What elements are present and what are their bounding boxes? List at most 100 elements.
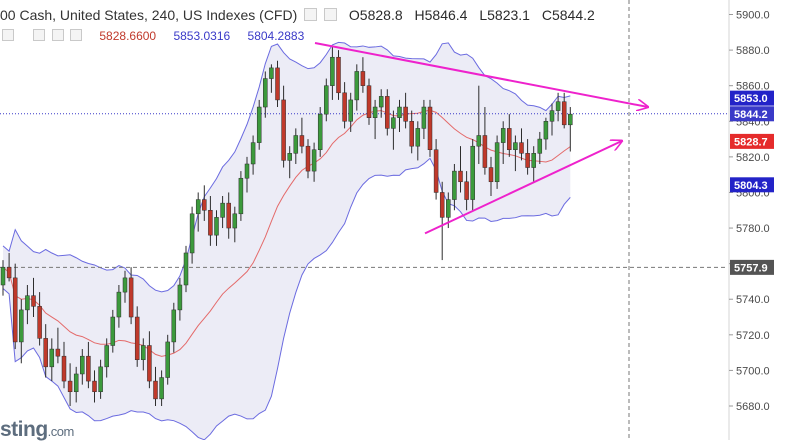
candle [177,277,183,321]
candle-body [354,71,360,101]
candle-body [439,192,445,218]
candle [372,99,378,140]
candle-body [86,355,91,382]
candle-body [476,135,482,147]
price-label-bg [730,106,774,122]
candle-body [128,277,134,318]
candle [61,341,67,389]
candle [171,302,177,353]
candle-body [403,106,408,122]
candle [128,267,134,325]
candle [281,85,286,168]
candle [183,245,189,293]
candle-body [177,284,183,311]
candle-body [250,142,256,165]
candle [104,338,109,378]
candle-body [299,135,305,147]
candle-body [183,252,189,286]
bb-upper-value: 5853.0316 [173,29,231,43]
candle [238,171,244,221]
candle-body [220,202,225,218]
watermark-text: sting [0,418,48,441]
y-tick-label: 5880.0 [736,45,770,57]
candle-body [409,121,414,147]
candle-body [324,85,329,115]
candle-body [238,177,244,215]
price-label-upper-band: 5853.0 [730,90,774,106]
candle-body [360,71,366,86]
candle [37,292,42,346]
candle-body [281,99,286,161]
candle [403,92,408,129]
high-value: H5846.4 [414,7,468,23]
candle-body [378,96,384,108]
candle-body [134,316,140,360]
candle [433,139,439,200]
candle [208,196,213,246]
bb-basis-value: 5828.6600 [99,29,157,43]
candle [244,156,250,193]
candle-body [43,338,48,368]
candle-body [202,199,207,211]
candle [305,139,311,179]
bb-lower-value: 5804.2883 [247,29,305,43]
upper-trendline[interactable] [314,41,648,107]
candle [311,142,317,182]
candle [232,206,238,243]
y-tick-label: 5900.0 [736,10,770,22]
candle [317,107,323,157]
collapse-icon[interactable] [2,29,14,41]
settings-icon[interactable] [324,8,338,21]
candle [19,299,24,364]
candle [250,135,256,175]
y-tick-label: 5740.0 [736,294,770,306]
candle-body [226,202,231,229]
candle [482,107,488,175]
candle [452,163,457,211]
candle [25,284,30,325]
price-label-bg [730,90,774,106]
candle-body [433,149,439,193]
candle [568,107,573,152]
visibility-toggle-icon[interactable] [304,8,318,21]
chart-title: 00 Cash, United States, 240, US Indexes … [0,7,298,23]
candle-body [537,138,543,154]
candle [141,338,146,371]
candle-body [116,291,122,318]
candle [6,252,12,282]
candle [202,185,207,221]
candle-body [171,309,177,343]
candle [293,128,299,164]
candle-body [73,373,79,393]
price-label-last-price: 5844.2 [730,106,774,122]
y-tick-label: 5860.0 [736,81,770,93]
price-label-crosshair: 5757.9 [730,259,774,275]
candle-body [549,110,555,122]
candle-body [165,341,170,378]
lower-trendline[interactable] [424,141,622,235]
open-value: O5828.8 [348,7,403,23]
candle-body [500,128,506,143]
candle-body [397,106,402,118]
candle [324,78,329,122]
candle-body [208,210,213,236]
candle [256,99,262,150]
candle [378,89,384,118]
candle [214,210,219,246]
candle [488,156,494,197]
candle-body [61,355,67,382]
price-label-text: 5828.7 [734,136,768,148]
candle-body [49,348,55,368]
candle [439,181,445,261]
remove-indicator-icon[interactable] [70,29,83,41]
candle-body [214,217,219,236]
eye-icon[interactable] [33,29,46,41]
candle [470,139,475,211]
candle-body [555,101,561,111]
indicator-settings-icon[interactable] [51,29,64,41]
candle-body [305,145,311,172]
candle-body [80,355,85,375]
candle [116,284,122,328]
